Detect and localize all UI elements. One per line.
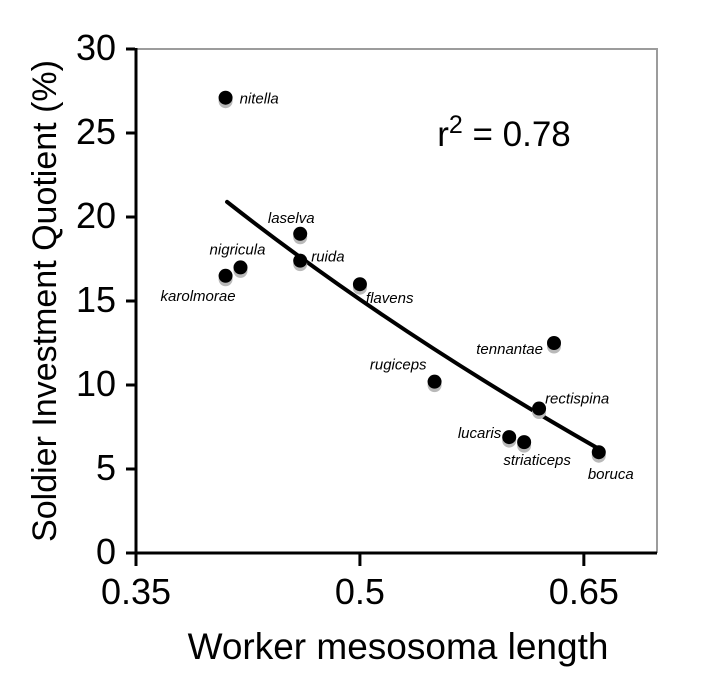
r-squared-annotation: r2 = 0.78 bbox=[437, 111, 571, 154]
data-point-rectispina bbox=[532, 401, 547, 416]
species-label-nigricula: nigricula bbox=[210, 241, 266, 258]
y-tick-label: 30 bbox=[76, 27, 116, 68]
y-tick-label: 5 bbox=[96, 447, 116, 488]
species-label-nitella: nitella bbox=[240, 91, 279, 108]
y-axis-title: Soldier Investment Quotient (%) bbox=[26, 60, 64, 542]
data-point-karolmorae bbox=[218, 268, 233, 283]
y-tick-label: 0 bbox=[96, 531, 116, 572]
data-point-lucaris bbox=[502, 430, 517, 445]
x-tick-label: 0.5 bbox=[335, 571, 385, 612]
x-tick-label: 0.65 bbox=[549, 571, 619, 612]
data-point-nitella bbox=[218, 90, 233, 105]
data-point-rugiceps bbox=[427, 374, 442, 389]
data-point-ruida bbox=[293, 253, 308, 268]
y-tick-label: 25 bbox=[76, 111, 116, 152]
data-point-laselva bbox=[293, 226, 308, 241]
x-tick-label: 0.35 bbox=[101, 571, 171, 612]
plot-frame bbox=[136, 48, 658, 553]
r-squared-superscript: 2 bbox=[449, 111, 463, 139]
plot-generated-layer: 0 5 10 15 20 25 30 0.35 0.5 0.65 nitella karolmorae… bbox=[76, 27, 658, 612]
data-point-striaticeps bbox=[517, 435, 532, 450]
species-label-striaticeps: striaticeps bbox=[503, 452, 571, 469]
y-tick-label: 15 bbox=[76, 279, 116, 320]
species-label-flavens: flavens bbox=[366, 290, 414, 307]
data-point-tennantae bbox=[546, 336, 561, 350]
species-label-karolmorae: karolmorae bbox=[161, 288, 236, 305]
species-label-tennantae: tennantae bbox=[476, 341, 543, 358]
data-point-nigricula bbox=[233, 260, 248, 275]
species-label-rugiceps: rugiceps bbox=[370, 357, 427, 374]
r-squared-rest: = 0.78 bbox=[463, 115, 571, 154]
y-tick-label: 10 bbox=[76, 363, 116, 404]
species-label-lucaris: lucaris bbox=[458, 425, 502, 442]
species-label-ruida: ruida bbox=[311, 249, 344, 266]
data-point-boruca bbox=[591, 445, 606, 460]
species-label-rectispina: rectispina bbox=[545, 391, 609, 408]
data-point-flavens bbox=[352, 277, 367, 292]
species-label-laselva: laselva bbox=[268, 210, 315, 227]
r-squared-base: r bbox=[437, 115, 449, 154]
y-tick-label: 20 bbox=[76, 195, 116, 236]
species-label-boruca: boruca bbox=[588, 466, 634, 483]
x-axis-title: Worker mesosoma length bbox=[188, 626, 609, 667]
